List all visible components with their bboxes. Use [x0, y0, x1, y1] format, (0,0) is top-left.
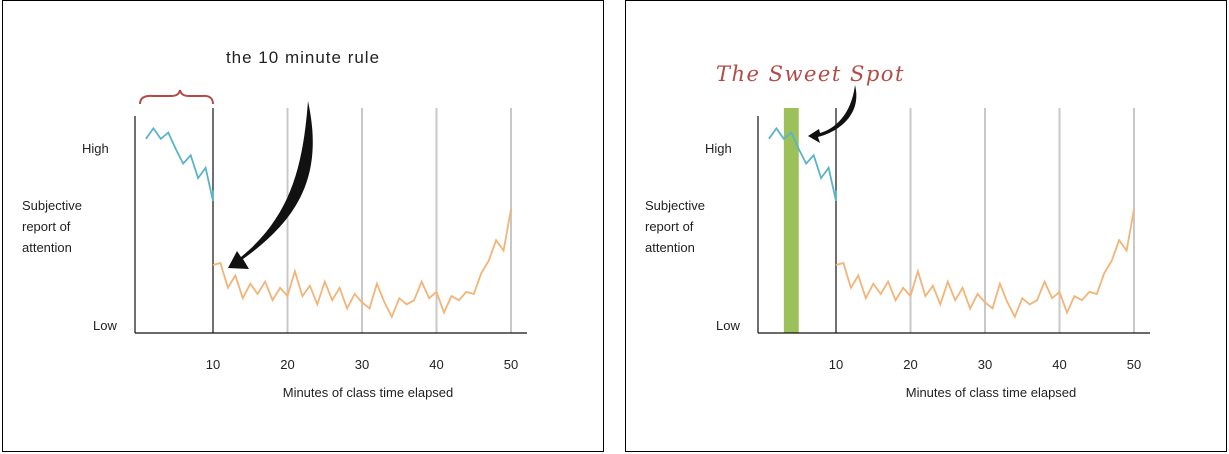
x-tick-label-50: 50: [504, 357, 518, 372]
x-tick-label-50: 50: [1127, 357, 1141, 372]
chart-panel-ten-minute-rule: 10 20 30 40 50 Minutes of class time elapsed H…: [2, 0, 604, 452]
y-tick-label-high: High: [705, 141, 732, 156]
x-tick-label-30: 30: [978, 357, 992, 372]
x-tick-label-20: 20: [280, 357, 294, 372]
sweet-spot-band: [783, 108, 799, 333]
x-axis-label: Minutes of class time elapsed: [906, 385, 1077, 400]
y-axis-label-line: Subjective: [645, 198, 705, 213]
y-axis-label-line: report of: [22, 219, 71, 234]
chart-svg: 10 20 30 40 50 Minutes of class time elapsed H…: [22, 48, 527, 400]
series-line-early: [768, 126, 837, 202]
chart-panel-sweet-spot: 10 20 30 40 50 Minutes of class time elapsed H…: [625, 0, 1227, 452]
x-tick-label-10: 10: [829, 357, 843, 372]
x-tick-label-10: 10: [206, 357, 220, 372]
brace-annotation: [139, 89, 214, 105]
chart-title: The Sweet Spot: [716, 62, 905, 86]
x-tick-label-30: 30: [355, 357, 369, 372]
y-tick-label-high: High: [82, 141, 109, 156]
x-tick-label-40: 40: [1052, 357, 1066, 372]
x-axis-label: Minutes of class time elapsed: [283, 385, 454, 400]
curved-arrow-annotation: [228, 101, 313, 269]
chart-title: the 10 minute rule: [226, 48, 380, 67]
y-axis-label-line: attention: [22, 240, 72, 255]
x-tick-label-20: 20: [903, 357, 917, 372]
series-line-early: [145, 126, 214, 202]
y-axis-label-line: report of: [645, 219, 694, 234]
x-tick-label-40: 40: [429, 357, 443, 372]
y-tick-label-low: Low: [93, 318, 117, 333]
y-axis-label-line: Subjective: [22, 198, 82, 213]
y-tick-label-low: Low: [716, 318, 740, 333]
chart-svg: 10 20 30 40 50 Minutes of class time elapsed H…: [645, 62, 1150, 400]
series-line-later: [212, 208, 512, 319]
curved-arrow-annotation: [808, 85, 857, 143]
series-line-later: [835, 208, 1135, 319]
y-axis-label-line: attention: [645, 240, 695, 255]
